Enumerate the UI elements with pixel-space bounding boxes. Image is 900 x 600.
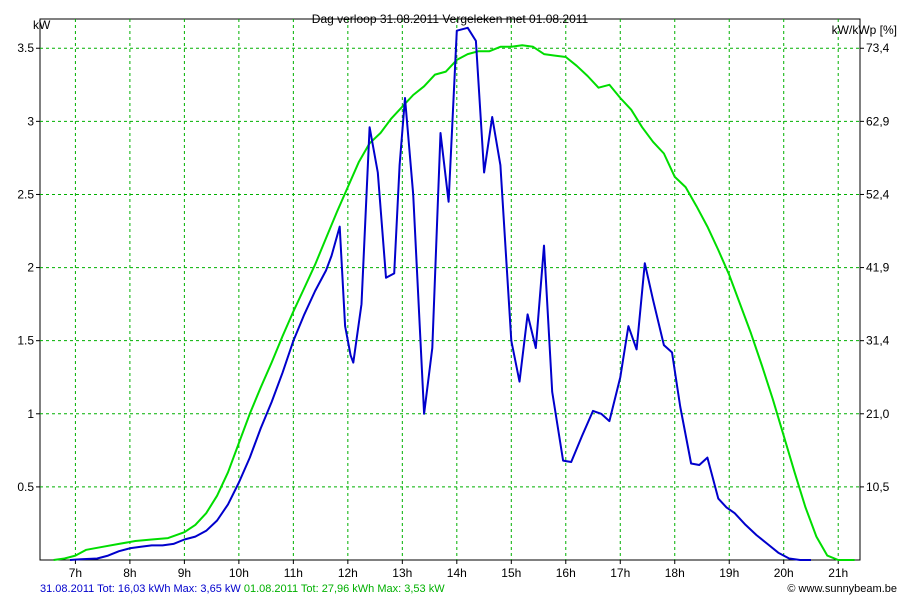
- x-tick-label: 9h: [178, 566, 191, 580]
- y-tick-label-left: 2.5: [17, 187, 34, 201]
- y-tick-label-right: 10,5: [866, 480, 890, 494]
- y-tick-label-left: 3: [27, 114, 34, 128]
- y-tick-label-left: 0.5: [17, 480, 34, 494]
- x-tick-label: 16h: [556, 566, 576, 580]
- y-tick-label-right: 52,4: [866, 187, 890, 201]
- chart-title: Dag verloop 31.08.2011 Vergeleken met 01…: [312, 12, 589, 26]
- footer-copyright[interactable]: © www.sunnybeam.be: [787, 583, 897, 595]
- series-lines: [53, 26, 855, 561]
- x-tick-label: 20h: [774, 566, 794, 580]
- footer-legend: 31.08.2011 Tot: 16,03 kWh Max: 3,65 kW 0…: [40, 583, 445, 595]
- x-tick-label: 10h: [229, 566, 249, 580]
- x-tick-label: 11h: [284, 566, 303, 580]
- y-tick-label-right: 41,9: [866, 261, 890, 275]
- x-tick-label: 8h: [123, 566, 136, 580]
- legend-series-1: 31.08.2011 Tot: 16,03 kWh Max: 3,65 kW: [40, 583, 241, 595]
- y-tick-label-right: 21,0: [866, 407, 890, 421]
- y-axis-right-label: kW/kWp [%]: [832, 23, 897, 37]
- legend-series-2: 01.08.2011 Tot: 27,96 kWh Max: 3,53 kW: [243, 583, 445, 595]
- y-tick-label-left: 3.5: [17, 41, 34, 55]
- y-tick-label-right: 31,4: [866, 334, 890, 348]
- y-tick-label-left: 1.5: [17, 334, 34, 348]
- y-tick-label-right: 73,4: [866, 41, 890, 55]
- y-tick-label-right: 62,9: [866, 114, 890, 128]
- x-tick-label: 12h: [338, 566, 358, 580]
- y-axis-left-label: kW: [33, 18, 51, 32]
- copyright-text[interactable]: © www.sunnybeam.be: [787, 583, 897, 595]
- axis-labels: 7h 8h 9h 10h 11h 12h 13h 14h 15h 16h 17h 18h 19h 20h 2…: [17, 41, 889, 580]
- y-tick-label-left: 2: [27, 261, 34, 275]
- x-tick-label: 13h: [392, 566, 412, 580]
- x-tick-label: 14h: [447, 566, 467, 580]
- x-tick-label: 15h: [501, 566, 521, 580]
- x-tick-label: 18h: [665, 566, 685, 580]
- series-line-31-08-2011: [69, 26, 811, 561]
- x-tick-label: 7h: [69, 566, 82, 580]
- x-tick-label: 21h: [828, 566, 848, 580]
- series-line-01-08-2011: [53, 44, 855, 561]
- x-tick-label: 17h: [610, 566, 630, 580]
- x-tick-label: 19h: [719, 566, 739, 580]
- y-tick-label-left: 1: [27, 407, 34, 421]
- grid: [36, 19, 864, 564]
- plot-frame: [39, 18, 861, 561]
